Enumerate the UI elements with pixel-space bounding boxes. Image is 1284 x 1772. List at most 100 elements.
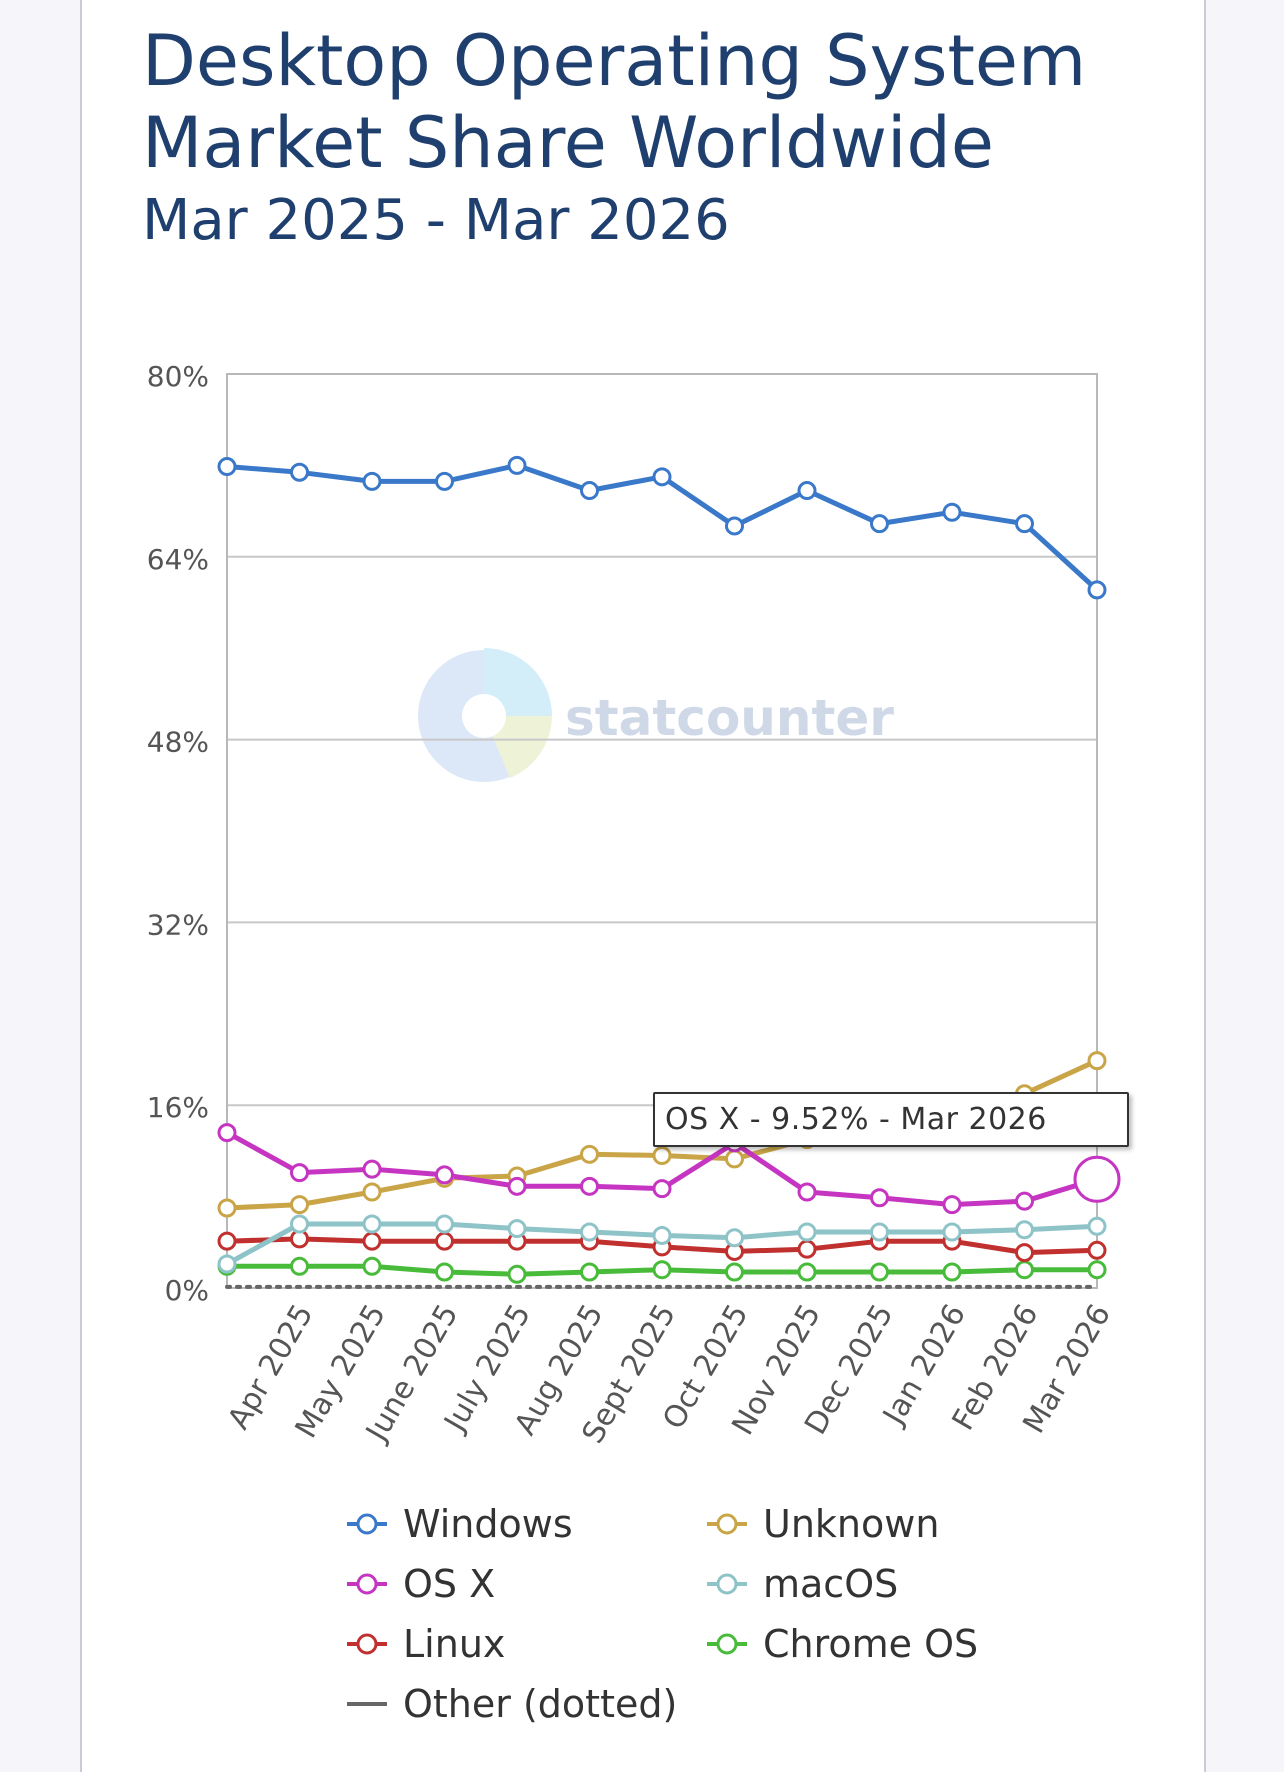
data-point-chrome-os (1087, 1260, 1107, 1280)
y-tick-label: 32% (147, 908, 209, 941)
legend-label: Other (dotted) (403, 1682, 678, 1726)
grid-lines (226, 373, 1098, 1289)
statcounter-watermark: statcounter (418, 648, 894, 782)
data-point-os-x (797, 1182, 817, 1202)
legend-marker-icon (347, 1633, 387, 1655)
legend-label: macOS (763, 1562, 899, 1606)
y-tick-label: 48% (147, 726, 209, 759)
data-point-linux (217, 1231, 237, 1251)
data-point-macos (942, 1222, 962, 1242)
data-point-linux (435, 1231, 454, 1251)
data-point-chrome-os (942, 1262, 962, 1282)
legend-item-macos[interactable]: macOS (705, 1562, 898, 1606)
data-point-linux (797, 1239, 817, 1259)
y-tick-label: 0% (165, 1274, 209, 1307)
data-point-linux (1087, 1240, 1107, 1260)
data-point-chrome-os (580, 1262, 599, 1282)
data-point-macos (507, 1219, 527, 1239)
legend-label: Windows (403, 1502, 573, 1546)
data-point-os-x (362, 1159, 382, 1179)
series-points (217, 455, 1107, 1284)
y-tick-label: 80% (147, 360, 209, 393)
y-axis-labels: 80% 64% 48% 32% 16% 0% (147, 360, 209, 1307)
data-point-unknown (290, 1195, 309, 1215)
data-point-os-x (217, 1123, 237, 1143)
data-point-unknown (652, 1145, 672, 1165)
data-point-windows (1087, 580, 1107, 600)
legend-label: Chrome OS (763, 1622, 979, 1666)
watermark-text: statcounter (565, 689, 894, 747)
data-point-chrome-os (1015, 1260, 1034, 1280)
legend-item-unknown[interactable]: Unknown (705, 1502, 939, 1546)
data-point-chrome-os (870, 1262, 889, 1282)
data-point-os-x (580, 1176, 599, 1196)
data-point-chrome-os (290, 1256, 309, 1276)
data-point-macos (652, 1225, 672, 1245)
data-point-windows (725, 516, 744, 536)
data-point-linux (1015, 1243, 1034, 1263)
data-point-macos (217, 1254, 237, 1274)
data-point-chrome-os (725, 1262, 744, 1282)
legend-label: Linux (403, 1622, 506, 1666)
data-point-windows (507, 455, 527, 475)
data-point-macos (435, 1214, 454, 1234)
data-point-windows (870, 514, 889, 534)
legend-item-other-dotted[interactable]: Other (dotted) (345, 1682, 677, 1726)
data-point-windows (217, 457, 237, 477)
data-point-unknown (725, 1149, 744, 1169)
hover-marker (1073, 1155, 1121, 1203)
data-point-linux (362, 1231, 382, 1251)
data-point-unknown (1087, 1051, 1107, 1071)
data-point-chrome-os (652, 1260, 672, 1280)
data-point-os-x (942, 1195, 962, 1215)
legend-marker-icon (707, 1513, 747, 1535)
data-point-unknown (580, 1144, 599, 1164)
legend-item-os-x[interactable]: OS X (345, 1562, 495, 1606)
chart-subtitle: Mar 2025 - Mar 2026 (142, 188, 730, 253)
data-point-windows (290, 462, 309, 482)
legend-marker-icon (347, 1513, 387, 1535)
data-point-os-x (290, 1163, 309, 1183)
data-point-os-x (435, 1165, 454, 1185)
data-point-macos (362, 1214, 382, 1234)
data-point-macos (290, 1214, 309, 1234)
data-point-windows (362, 471, 382, 491)
data-point-macos (1087, 1216, 1107, 1236)
data-point-macos (797, 1222, 817, 1242)
line-chart: statcounter 80% 64% 48% 32% 16% 0% Apr 2025Ma… (147, 360, 1121, 1450)
data-point-windows (435, 471, 454, 491)
legend-marker-icon (347, 1573, 387, 1595)
legend-label: OS X (403, 1562, 496, 1606)
legend-item-linux[interactable]: Linux (345, 1622, 505, 1666)
chart-tooltip: OS X - 9.52% - Mar 2026 (653, 1092, 1129, 1147)
data-point-windows (797, 481, 817, 501)
data-point-macos (725, 1228, 744, 1248)
legend-label: Unknown (763, 1502, 940, 1546)
legend-item-chrome-os[interactable]: Chrome OS (705, 1622, 978, 1666)
data-point-os-x (1015, 1191, 1034, 1211)
data-point-chrome-os (507, 1264, 527, 1284)
hover-point (1073, 1155, 1121, 1203)
legend-item-windows[interactable]: Windows (345, 1502, 573, 1546)
data-point-macos (870, 1222, 889, 1242)
legend-marker-icon (707, 1573, 747, 1595)
data-point-macos (1015, 1220, 1034, 1240)
data-point-windows (1015, 514, 1034, 534)
data-point-chrome-os (362, 1256, 382, 1276)
data-point-unknown (217, 1198, 237, 1218)
chart-title: Desktop Operating System Market Share Wo… (142, 20, 1087, 184)
plot-border (226, 373, 1098, 1289)
chart-legend: Windows Unknown OS X macOS Linux Chrome OS Oth… (345, 1502, 1065, 1762)
data-point-macos (580, 1222, 599, 1242)
data-point-chrome-os (797, 1262, 817, 1282)
data-point-windows (580, 481, 599, 501)
data-point-os-x (870, 1188, 889, 1208)
data-point-chrome-os (435, 1262, 454, 1282)
data-point-os-x (507, 1176, 527, 1196)
legend-marker-icon (347, 1702, 387, 1706)
chart-card (80, 0, 1206, 1772)
data-point-unknown (362, 1182, 382, 1202)
data-point-windows (942, 502, 962, 522)
data-point-os-x (652, 1179, 672, 1199)
